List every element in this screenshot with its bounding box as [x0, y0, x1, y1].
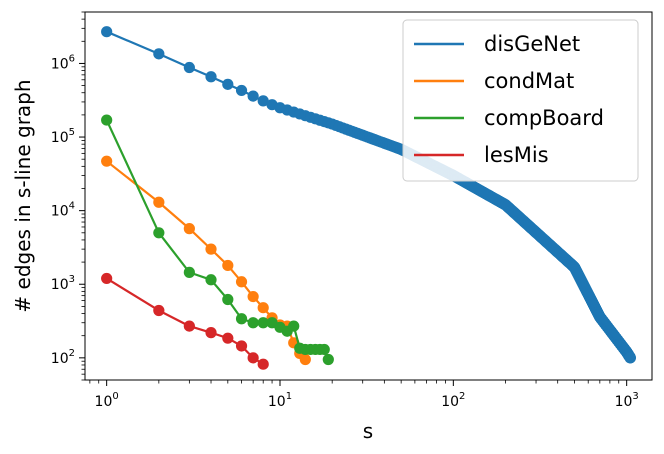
x-tick-label: 102: [441, 391, 465, 410]
data-point-condmat: [183, 223, 195, 235]
data-point-compboard: [222, 293, 234, 306]
x-axis-title: s: [363, 419, 373, 443]
ticks-layer: 100 101 102 103 102 103 104 105 106: [51, 11, 639, 410]
x-tick-label: 100: [95, 391, 119, 410]
data-point-condmat: [257, 302, 269, 314]
data-point-lesmis: [101, 272, 113, 285]
y-tick-label: 103: [51, 274, 75, 293]
data-point-lesmis: [153, 304, 165, 317]
plot-frame: [84, 11, 653, 381]
legend-label-lesmis: lesMis: [484, 143, 549, 167]
data-point-compboard: [153, 227, 165, 239]
series-compboard: [101, 114, 334, 366]
data-point-condmat: [247, 290, 259, 303]
y-axis-title: # edges in s-line graph: [11, 79, 35, 312]
data-point-disgenet: [153, 48, 165, 60]
data-point-compboard: [322, 353, 334, 366]
data-point-compboard: [288, 320, 300, 332]
data-point-condmat: [101, 155, 113, 167]
data-point-condmat: [299, 353, 311, 366]
data-point-disgenet: [247, 90, 259, 102]
y-tick-label: 104: [51, 201, 75, 220]
data-point-compboard: [183, 266, 195, 278]
data-point-condmat: [153, 196, 165, 208]
data-point-compboard: [101, 114, 113, 126]
data-point-lesmis: [183, 320, 195, 332]
data-point-lesmis: [205, 327, 217, 339]
data-point-disgenet: [205, 71, 217, 83]
x-tick-label: 101: [268, 391, 292, 410]
legend-label-condmat: condMat: [484, 69, 574, 93]
x-tick-label: 103: [615, 391, 639, 410]
legend-box: [402, 19, 639, 182]
data-point-disgenet: [222, 78, 234, 90]
y-tick-label: 105: [51, 127, 75, 146]
legend-label-disgenet: disGeNet: [484, 32, 580, 56]
data-point-disgenet: [183, 61, 195, 74]
data-point-lesmis: [222, 332, 234, 344]
y-tick-label: 102: [51, 348, 75, 367]
series-condmat: [101, 155, 311, 366]
data-point-lesmis: [257, 358, 269, 370]
data-point-condmat: [205, 243, 217, 255]
data-point-condmat: [235, 276, 248, 288]
data-point-compboard: [235, 313, 248, 325]
data-point-compboard: [205, 274, 217, 286]
data-point-compboard: [318, 343, 330, 356]
data-point-condmat: [222, 259, 234, 272]
legend: disGeNet condMat compBoard lesMis: [402, 19, 639, 182]
data-point-lesmis: [247, 352, 259, 364]
data-point-disgenet: [257, 95, 269, 107]
legend-label-compboard: compBoard: [484, 106, 604, 130]
series-lesmis: [101, 272, 269, 370]
y-tick-label: 106: [51, 53, 75, 72]
data-point-compboard: [257, 317, 269, 329]
data-point-disgenet: [101, 26, 113, 38]
data-point-compboard: [247, 317, 259, 329]
data-point-disgenet: [235, 84, 248, 97]
data-point-disgenet: [624, 352, 636, 364]
data-point-lesmis: [235, 340, 248, 352]
